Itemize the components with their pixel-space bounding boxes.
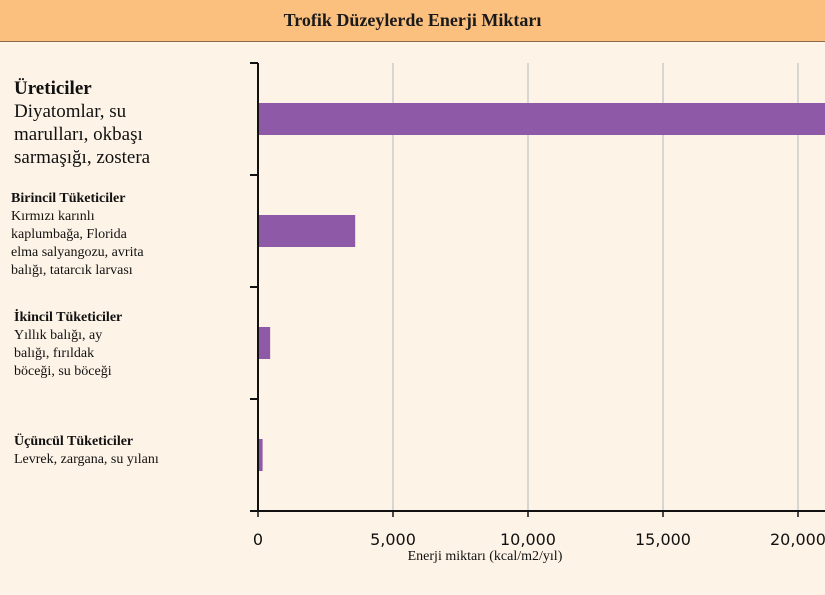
level-desc: Kırmızı karınlı kaplumbağa, Florida elma…	[11, 209, 144, 278]
bar-0	[258, 103, 825, 135]
level-desc: Diyatomlar, su marulları, okbaşı sarmaşı…	[14, 101, 151, 168]
bar-1	[258, 215, 356, 247]
axes	[250, 62, 825, 517]
bar-3	[258, 439, 263, 471]
x-tick-label: 5,000	[370, 530, 416, 549]
level-label-tertiary: Üçüncül Tüketiciler Levrek, zargana, su …	[14, 433, 244, 469]
bar-2	[258, 327, 271, 359]
level-desc: Levrek, zargana, su yılanı	[14, 452, 159, 467]
chart-title: Trofik Düzeylerde Enerji Miktarı	[283, 10, 542, 30]
x-tick-label: 0	[253, 530, 263, 549]
x-tick-label: 15,000	[635, 530, 691, 549]
x-axis-title: Enerji miktarı (kcal/m2/yıl)	[408, 549, 563, 564]
level-label-secondary: İkincil Tüketiciler Yıllık balığı, ay ba…	[14, 309, 244, 381]
level-label-producers: Üreticiler Diyatomlar, su marulları, okb…	[14, 77, 244, 169]
level-title: İkincil Tüketiciler	[14, 310, 123, 325]
level-title: Birincil Tüketiciler	[11, 191, 126, 206]
chart-header: Trofik Düzeylerde Enerji Miktarı	[0, 0, 825, 42]
x-tick-label: 10,000	[500, 530, 556, 549]
grid-lines	[392, 63, 799, 511]
x-tick-label: 20,000	[770, 530, 825, 549]
level-label-primary: Birincil Tüketiciler Kırmızı karınlı kap…	[11, 190, 246, 280]
level-title: Üçüncül Tüketiciler	[14, 434, 134, 449]
tick-labels: 0 5,000 10,000 15,000 20,000	[253, 530, 825, 549]
level-desc: Yıllık balığı, ay balığı, fırıldak böceğ…	[14, 328, 112, 379]
level-title: Üreticiler	[14, 78, 92, 99]
bars	[258, 103, 825, 471]
